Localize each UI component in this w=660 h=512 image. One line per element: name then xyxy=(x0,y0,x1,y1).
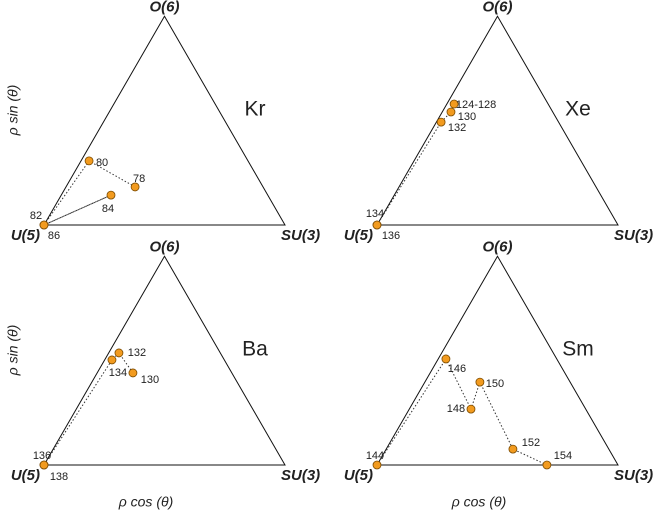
data-point xyxy=(39,220,49,230)
vertex-label: SU(3) xyxy=(614,467,653,484)
point-label: 148 xyxy=(447,403,465,415)
point-label: 82 xyxy=(30,210,42,222)
point-label: 152 xyxy=(522,437,540,449)
vertex-label: U(5) xyxy=(11,467,40,484)
point-label: 154 xyxy=(554,450,572,462)
element-label: Ba xyxy=(242,338,268,361)
point-label: 136 xyxy=(382,230,400,242)
point-label: 78 xyxy=(133,173,145,185)
data-point xyxy=(441,354,451,364)
point-label: 86 xyxy=(48,230,60,242)
triangle xyxy=(43,15,286,226)
vertex-label: O(6) xyxy=(150,0,180,15)
data-point xyxy=(542,460,552,470)
data-point xyxy=(106,190,116,200)
connector xyxy=(43,352,134,466)
vertex-label: SU(3) xyxy=(281,467,320,484)
data-point xyxy=(39,460,49,470)
point-label: 132 xyxy=(448,122,466,134)
vertex-label: U(5) xyxy=(344,227,373,244)
point-label: 138 xyxy=(50,471,68,483)
point-label: 132 xyxy=(128,347,146,359)
point-label: 150 xyxy=(486,378,504,390)
point-label: 144 xyxy=(366,450,384,462)
data-point xyxy=(114,348,124,358)
data-point xyxy=(475,377,485,387)
vertex-label: SU(3) xyxy=(614,227,653,244)
data-point xyxy=(436,117,446,127)
data-point xyxy=(372,460,382,470)
point-label: 146 xyxy=(448,363,466,375)
point-label: 130 xyxy=(458,111,476,123)
point-label: 130 xyxy=(141,374,159,386)
data-point xyxy=(130,182,140,192)
data-point xyxy=(128,368,138,378)
element-label: Sm xyxy=(562,338,594,361)
vertex-label: O(6) xyxy=(150,238,180,255)
element-label: Kr xyxy=(245,98,266,121)
point-label: 134 xyxy=(366,208,384,220)
vertex-label: U(5) xyxy=(11,227,40,244)
vertex-label: O(6) xyxy=(483,238,513,255)
point-label: 80 xyxy=(96,157,108,169)
vertex-label: U(5) xyxy=(344,467,373,484)
data-point xyxy=(449,99,459,109)
element-label: Xe xyxy=(565,98,591,121)
vertex-label: SU(3) xyxy=(281,227,320,244)
point-label: 124-128 xyxy=(456,99,496,111)
triangle xyxy=(376,15,619,226)
point-label: 134 xyxy=(109,367,127,379)
connector xyxy=(42,160,136,227)
data-point xyxy=(466,404,476,414)
data-point xyxy=(84,156,94,166)
vertex-label: O(6) xyxy=(483,0,513,15)
y-axis-label: ρ sin (θ) xyxy=(5,325,21,377)
connector xyxy=(376,357,548,466)
data-point xyxy=(446,107,456,117)
y-axis-label: ρ sin (θ) xyxy=(5,85,21,137)
data-point xyxy=(508,444,518,454)
data-point xyxy=(107,355,117,365)
x-axis-label: ρ cos (θ) xyxy=(451,494,507,510)
x-axis-label: ρ cos (θ) xyxy=(118,494,174,510)
triangle xyxy=(376,255,619,466)
point-label: 136 xyxy=(33,450,51,462)
data-point xyxy=(372,220,382,230)
point-label: 84 xyxy=(102,203,114,215)
triangle xyxy=(43,255,286,466)
